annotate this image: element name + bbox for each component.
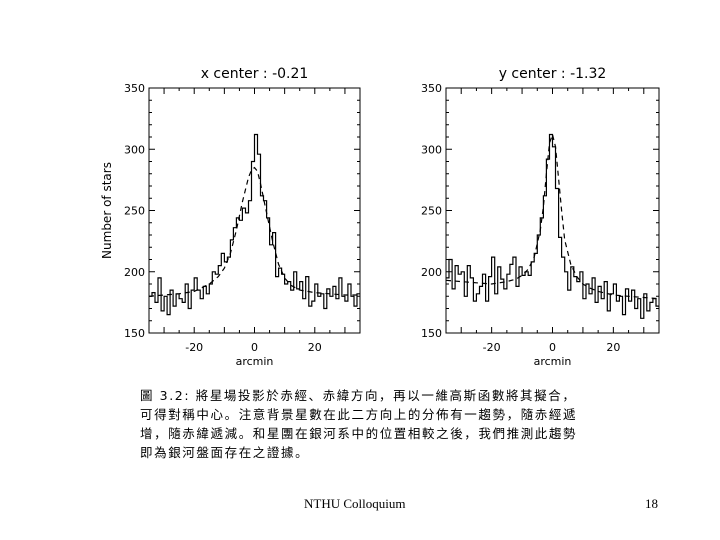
caption-line: 即為銀河盤面存在之證據。	[140, 445, 310, 460]
gaussian-fit-series	[149, 166, 360, 297]
x-tick-label: 0	[251, 341, 258, 354]
x-tick-label: 20	[308, 341, 322, 354]
y-tick-label: 300	[124, 143, 145, 156]
histogram-series	[149, 133, 360, 316]
histogram-series	[446, 133, 659, 319]
page-number: 18	[645, 496, 658, 511]
x-tick-label: -20	[483, 341, 501, 354]
gaussian-fit-series	[446, 132, 659, 300]
y-tick-label: 250	[421, 205, 442, 218]
y-tick-label: 350	[124, 82, 145, 95]
y-tick-label: 150	[124, 327, 145, 340]
y-tick-label: 250	[124, 205, 145, 218]
x-tick-label: -20	[185, 341, 203, 354]
y-tick-label: 300	[421, 143, 442, 156]
footer-title: NTHU Colloquium	[304, 496, 406, 511]
chart-panel: x center : -0.21 150 200 250 300 350 -20 0 20 arc…	[100, 66, 361, 368]
x-axis-label: arcmin	[236, 355, 274, 368]
y-tick-label: 200	[421, 266, 442, 279]
chart-title: x center : -0.21	[201, 66, 309, 82]
x-axis-label: arcmin	[534, 355, 572, 368]
x-tick-label: 20	[606, 341, 620, 354]
y-axis-label: Number of stars	[100, 162, 114, 259]
chart-title: y center : -1.32	[499, 66, 607, 82]
plot-frame	[148, 87, 361, 334]
caption-line: 圖 3.2: 將星場投影於赤經、赤緯方向，再以一維高斯函數將其擬合，	[140, 388, 577, 403]
y-tick-label: 150	[421, 327, 442, 340]
y-tick-label: 200	[124, 266, 145, 279]
figure-caption: 圖 3.2: 將星場投影於赤經、赤緯方向，再以一維高斯函數將其擬合， 可得對稱中…	[140, 386, 668, 462]
caption-line: 增，隨赤緯遞減。和星團在銀河系中的位置相較之後，我們推測此趨勢	[140, 426, 578, 441]
y-tick-label: 350	[421, 82, 442, 95]
caption-line: 可得對稱中心。注意背景星數在此二方向上的分佈有一趨勢，隨赤經遞	[140, 407, 578, 422]
x-tick-label: 0	[549, 341, 556, 354]
chart-panel: y center : -1.32 150 200 250 300 350 -20 0 20 arc…	[421, 66, 660, 368]
